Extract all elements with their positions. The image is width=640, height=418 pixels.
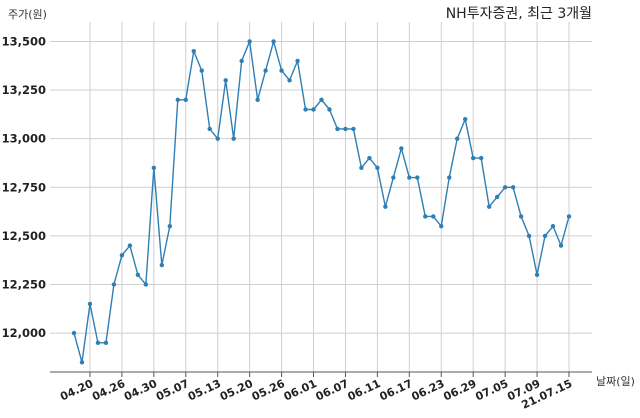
data-point: [343, 126, 348, 132]
data-point: [399, 146, 404, 151]
data-point: [383, 204, 388, 209]
data-point: [207, 126, 212, 132]
data-point: [183, 97, 188, 102]
data-point: [550, 223, 556, 229]
data-point: [151, 165, 157, 171]
x-tick-label: 06.17: [378, 377, 415, 403]
data-point: [447, 175, 452, 180]
data-point: [295, 58, 300, 64]
x-tick-label: 04.20: [58, 377, 95, 404]
data-point: [510, 185, 516, 190]
data-point: [367, 155, 372, 161]
y-tick-label: 12,000: [2, 326, 46, 340]
data-point: [247, 39, 252, 44]
data-point: [455, 136, 460, 141]
y-tick-label: 12,750: [2, 180, 46, 194]
data-point: [407, 175, 412, 180]
data-point: [502, 185, 508, 190]
data-point: [287, 78, 292, 83]
data-point: [518, 214, 524, 219]
data-point: [127, 243, 133, 248]
data-point: [263, 68, 268, 73]
data-point: [470, 155, 476, 161]
x-tick-label: 04.26: [90, 377, 127, 404]
x-tick-label: 06.29: [441, 377, 478, 403]
data-point: [223, 78, 228, 83]
data-point: [255, 97, 260, 102]
data-point: [111, 282, 117, 287]
data-point: [239, 58, 244, 64]
x-axis-title: 날짜(일): [596, 374, 635, 388]
data-point: [311, 107, 316, 112]
x-tick-label: 05.13: [186, 377, 223, 403]
x-tick-label: 05.20: [218, 377, 255, 404]
data-point: [566, 214, 572, 219]
data-point: [119, 253, 125, 258]
x-tick-label: 06.07: [314, 377, 351, 403]
data-point: [335, 126, 340, 132]
data-point: [327, 107, 332, 112]
data-point: [478, 155, 484, 161]
data-point: [71, 330, 77, 336]
data-point: [319, 97, 324, 102]
data-point: [303, 107, 308, 112]
y-tick-label: 13,250: [2, 83, 46, 97]
data-point: [431, 214, 436, 219]
data-point: [494, 194, 500, 200]
data-point: [534, 272, 540, 277]
data-point: [279, 68, 284, 73]
data-point: [542, 233, 548, 239]
data-point: [486, 204, 492, 209]
data-point: [215, 136, 220, 141]
x-tick-label: 05.26: [250, 377, 287, 404]
data-point: [135, 272, 141, 277]
x-tick-label: 04.30: [122, 377, 159, 404]
data-point: [526, 233, 532, 239]
data-point: [143, 282, 149, 287]
data-point: [87, 301, 93, 307]
data-point: [231, 136, 236, 141]
data-point: [103, 340, 109, 346]
data-point: [423, 214, 428, 219]
data-point: [175, 97, 180, 102]
y-tick-label: 13,500: [2, 34, 46, 48]
y-tick-label: 13,000: [2, 132, 46, 146]
data-point: [271, 39, 276, 44]
y-tick-label: 12,500: [2, 229, 46, 243]
x-tick-label: 06.11: [346, 377, 383, 403]
x-tick-label: 05.07: [154, 377, 191, 403]
data-point: [359, 165, 364, 171]
data-point: [95, 340, 101, 346]
data-point: [391, 175, 396, 180]
data-point: [167, 223, 173, 229]
y-tick-label: 12,250: [2, 278, 46, 292]
data-point: [558, 243, 564, 248]
x-tick-label: 06.01: [282, 377, 319, 403]
series-points: [71, 39, 572, 365]
grid: [50, 22, 592, 372]
data-point: [199, 68, 204, 73]
data-point: [79, 360, 85, 365]
data-point: [375, 165, 380, 171]
data-point: [463, 117, 468, 122]
axes: [50, 371, 592, 377]
data-point: [191, 48, 196, 54]
data-point: [415, 175, 420, 180]
chart-title: NH투자증권, 최근 3개월: [446, 6, 592, 22]
tick-labels: 12,000 12,250 12,500 12,750 13,000 13,250 13,5…: [2, 34, 575, 411]
data-point: [351, 126, 356, 132]
data-point: [159, 262, 165, 268]
x-tick-label: 06.23: [409, 377, 446, 403]
x-tick-label: 07.05: [473, 377, 510, 403]
data-point: [439, 223, 444, 229]
y-axis-title: 주가(원): [8, 8, 47, 21]
